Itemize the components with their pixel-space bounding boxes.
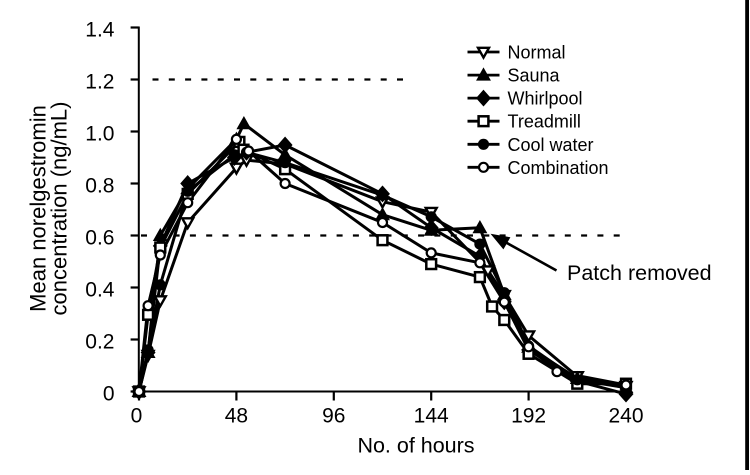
svg-text:No. of hours: No. of hours	[357, 433, 474, 457]
svg-text:Normal: Normal	[508, 43, 566, 63]
svg-text:0.2: 0.2	[85, 331, 114, 354]
svg-text:Treadmill: Treadmill	[508, 112, 581, 132]
svg-text:0.8: 0.8	[85, 175, 114, 198]
svg-text:48: 48	[225, 404, 248, 427]
svg-text:1.4: 1.4	[85, 19, 115, 42]
svg-text:1.0: 1.0	[85, 123, 114, 146]
svg-text:Mean norelgestromin: Mean norelgestromin	[25, 105, 50, 312]
svg-text:1.2: 1.2	[85, 71, 114, 94]
svg-text:96: 96	[322, 404, 345, 427]
svg-text:0.4: 0.4	[85, 279, 115, 302]
svg-text:concentration (ng/mL): concentration (ng/mL)	[47, 102, 72, 316]
svg-text:0: 0	[131, 404, 143, 427]
svg-text:Combination: Combination	[508, 158, 609, 178]
svg-text:Sauna: Sauna	[508, 66, 561, 86]
svg-text:0.6: 0.6	[85, 227, 114, 250]
svg-text:240: 240	[608, 404, 643, 427]
svg-text:0: 0	[103, 383, 115, 406]
svg-text:144: 144	[414, 404, 449, 427]
svg-text:Whirlpool: Whirlpool	[508, 89, 583, 109]
svg-text:Patch removed: Patch removed	[567, 261, 712, 285]
svg-text:Cool water: Cool water	[508, 135, 594, 155]
svg-text:192: 192	[511, 404, 546, 427]
